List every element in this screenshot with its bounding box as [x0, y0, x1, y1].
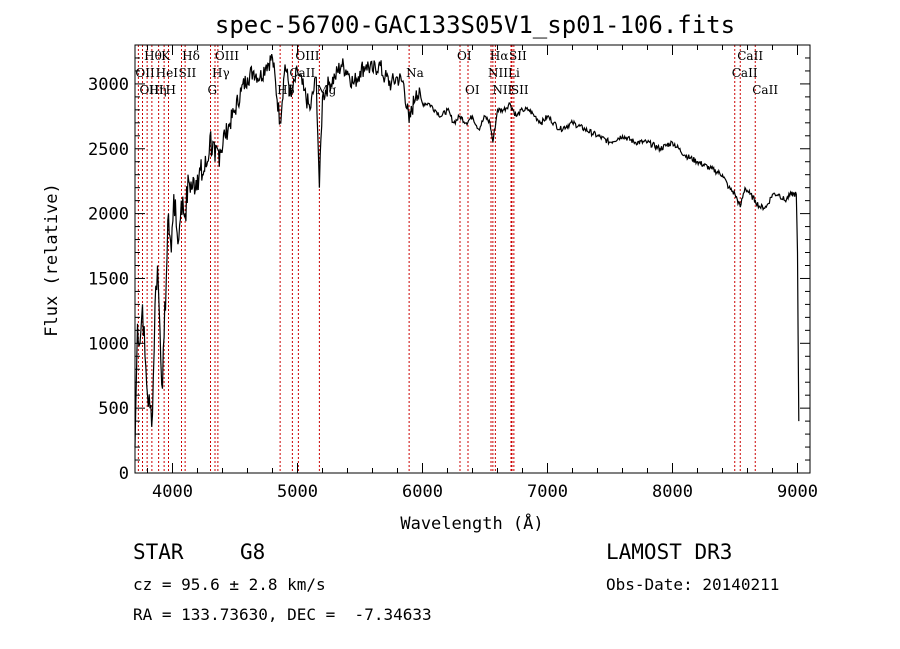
object-class: STAR: [133, 540, 184, 564]
spectral-line-label: Hη: [149, 83, 167, 97]
spectral-line-label: OII: [135, 66, 155, 80]
y-axis-ticks: 0 500 1000 1500 2000 2500 3000: [88, 57, 810, 484]
coordinates: RA = 133.73630, DEC = -7.34633: [133, 605, 432, 624]
obs-date: Obs-Date: 20140211: [606, 575, 780, 594]
x-tick-label: 9000: [777, 482, 818, 502]
spectral-line-label: K: [161, 49, 171, 63]
spectral-line-label: Li: [508, 66, 520, 80]
spectral-line-label: CaII: [752, 83, 778, 97]
spectral-line-label: NII: [488, 66, 508, 80]
redshift-cz: cz = 95.6 ± 2.8 km/s: [133, 575, 326, 594]
spectral-line-label: OI: [465, 83, 480, 97]
y-axis-label: Flux (relative): [42, 183, 62, 337]
x-tick-label: 4000: [152, 482, 193, 502]
y-tick-label: 3000: [88, 75, 129, 95]
x-tick-label: 6000: [402, 482, 443, 502]
x-tick-label: 8000: [652, 482, 693, 502]
spectral-line-label: OIII: [140, 83, 164, 97]
spectral-line-label: Hγ: [212, 66, 230, 80]
spectral-line-label: Na: [406, 66, 424, 80]
x-axis-label: Wavelength (Å): [400, 512, 543, 534]
object-subclass: G8: [240, 540, 266, 564]
spectral-line-markers: [137, 45, 756, 473]
spectral-line-label: Hθ: [144, 49, 162, 63]
x-tick-label: 5000: [277, 482, 318, 502]
spectral-line-label: OI: [457, 49, 472, 63]
spectral-line-label: OIII: [295, 49, 319, 63]
spectral-line-label: CaII: [732, 66, 758, 80]
spectral-line-label: HeI: [156, 66, 179, 80]
spectral-line-label: G: [208, 83, 218, 97]
survey-name: LAMOST DR3: [606, 540, 733, 564]
x-tick-label: 7000: [527, 482, 568, 502]
y-tick-label: 1500: [88, 269, 129, 289]
y-tick-label: 2000: [88, 205, 129, 225]
x-axis-ticks: 4000 5000 6000 7000 8000 9000: [147, 45, 818, 502]
spectral-line-label: Hα: [490, 49, 509, 63]
spectral-line-label: NII: [492, 83, 512, 97]
chart-title: spec-56700-GAC133S05V1_sp01-106.fits: [215, 11, 735, 39]
spectral-line-label: OIII: [215, 49, 239, 63]
spectral-line-label: H: [166, 83, 176, 97]
y-tick-label: 1000: [88, 334, 129, 354]
spectral-line-label: SII: [179, 66, 197, 80]
y-tick-label: 500: [98, 399, 129, 419]
spectral-line-label: CaII: [737, 49, 763, 63]
spectrum-line: [134, 53, 800, 448]
spectral-line-label: Hδ: [182, 49, 200, 63]
spectral-line-label: SII: [509, 49, 527, 63]
spectral-line-label: SII: [511, 83, 529, 97]
y-tick-label: 0: [119, 464, 129, 484]
y-tick-label: 2500: [88, 140, 129, 160]
